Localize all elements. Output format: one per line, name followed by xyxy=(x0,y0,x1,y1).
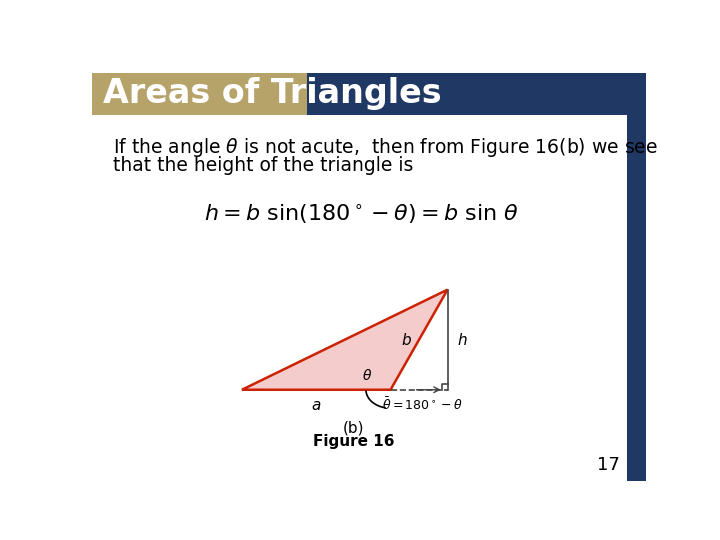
Text: If the angle $\theta$ is not acute,  then from Figure 16(b) we see: If the angle $\theta$ is not acute, then… xyxy=(113,136,658,159)
Bar xyxy=(92,72,307,115)
Text: Areas of Triangles: Areas of Triangles xyxy=(102,77,441,110)
Bar xyxy=(307,72,647,115)
Polygon shape xyxy=(242,289,448,390)
Text: Figure 16: Figure 16 xyxy=(313,434,395,449)
Text: $h$: $h$ xyxy=(456,332,467,348)
Bar xyxy=(627,115,647,481)
Text: 17: 17 xyxy=(597,456,620,475)
Text: $b$: $b$ xyxy=(401,332,413,348)
Text: (b): (b) xyxy=(343,421,364,436)
Text: $\bar{\theta} = 180^\circ - \theta$: $\bar{\theta} = 180^\circ - \theta$ xyxy=(382,397,464,414)
Text: that the height of the triangle is: that the height of the triangle is xyxy=(113,156,414,174)
Text: $\theta$: $\theta$ xyxy=(362,368,372,383)
Text: $a$: $a$ xyxy=(311,397,321,413)
Text: $h = b\ \mathrm{sin}(180^\circ - \theta) = b\ \mathrm{sin}\ \theta$: $h = b\ \mathrm{sin}(180^\circ - \theta)… xyxy=(204,202,519,226)
